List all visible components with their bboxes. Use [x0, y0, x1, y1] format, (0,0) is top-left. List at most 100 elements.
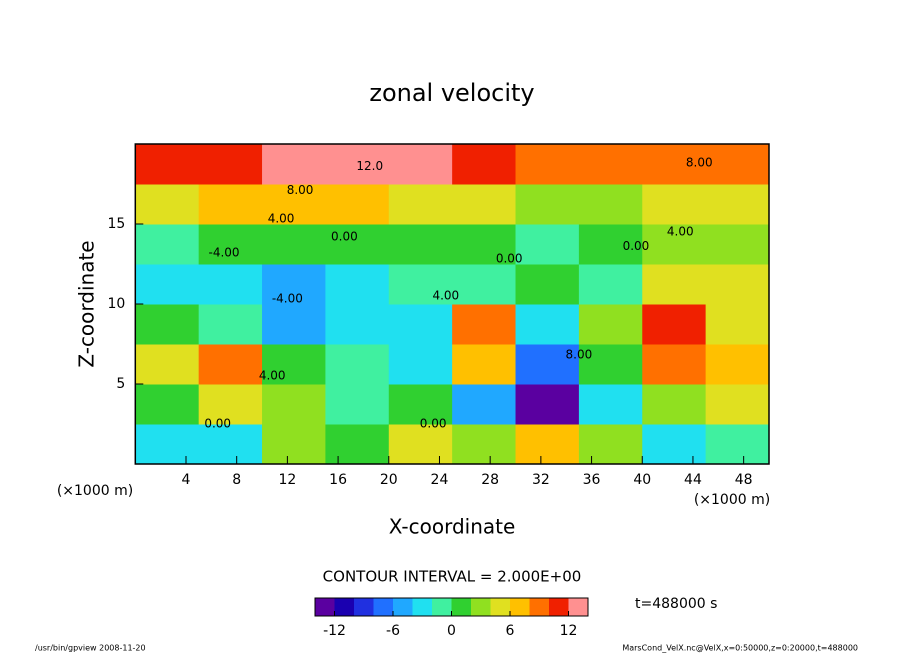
y-tick-label: 15 [107, 216, 125, 232]
colorbar-tick-label: 6 [506, 623, 515, 639]
cell [578, 184, 643, 225]
colorbar-tick-label: 12 [560, 623, 578, 639]
cell [262, 184, 326, 225]
cell [135, 304, 200, 345]
cell [705, 384, 770, 425]
colorbar-swatch [490, 598, 510, 616]
cell [262, 144, 326, 185]
y-tick-label: 5 [116, 376, 125, 392]
cell [388, 304, 453, 345]
contour-label: 4.00 [259, 369, 286, 383]
cell [705, 424, 770, 465]
cell [642, 264, 707, 305]
footer: MarsCond_VelX.nc@VelX,x=0:50000,z=0:2000… [622, 644, 858, 653]
cell [135, 344, 200, 385]
colorbar-swatch [432, 598, 452, 616]
contour-label: 8.00 [287, 183, 314, 197]
cell [642, 224, 707, 265]
cell [388, 184, 453, 225]
cell [515, 304, 580, 345]
cell [578, 264, 643, 305]
cell [515, 264, 580, 305]
cell [135, 184, 200, 225]
cell [135, 264, 200, 305]
colorbar-swatch [315, 598, 335, 616]
x-tick-label: 28 [481, 472, 499, 488]
colorbar-swatch [568, 598, 588, 616]
cell [198, 184, 263, 225]
cell [452, 344, 517, 385]
cell [452, 184, 517, 225]
cell [325, 184, 390, 225]
colorbar-tick-label: -6 [386, 623, 400, 639]
cell [198, 304, 263, 345]
cell [198, 424, 263, 465]
contour-label: 0.00 [623, 239, 650, 253]
contour-label: -4.00 [208, 245, 239, 259]
cell [198, 384, 263, 425]
colorbar-swatch [393, 598, 413, 616]
x-tick-label: 48 [735, 472, 753, 488]
contour-label: -4.00 [272, 292, 303, 306]
cell [705, 304, 770, 345]
cell [642, 304, 707, 345]
contour-label: 8.00 [566, 348, 593, 362]
cell [705, 184, 770, 225]
colorbar-swatch [354, 598, 374, 616]
x-tick-label: 16 [329, 472, 347, 488]
cell [578, 304, 643, 345]
cell [515, 384, 580, 425]
cell [388, 344, 453, 385]
cell [452, 384, 517, 425]
x-tick-label: 40 [633, 472, 651, 488]
cell [578, 344, 643, 385]
cell [515, 184, 580, 225]
cell [388, 224, 453, 265]
cell [705, 144, 770, 185]
y-axis-label: Z-coordinate [75, 240, 99, 367]
cell [578, 424, 643, 465]
colorbar-swatch [412, 598, 432, 616]
cell [262, 304, 326, 345]
cell [198, 144, 263, 185]
x-tick-label: 8 [232, 472, 241, 488]
contour-label: 8.00 [686, 156, 713, 170]
cell [515, 424, 580, 465]
footer: /usr/bin/gpview 2008-11-20 [35, 644, 146, 653]
contour-label: 0.00 [331, 229, 358, 243]
cell [515, 144, 580, 185]
cell [642, 424, 707, 465]
contour-label: 4.00 [667, 225, 694, 239]
x-tick-label: 12 [278, 472, 296, 488]
x-tick-label: 20 [380, 472, 398, 488]
cell [452, 224, 517, 265]
cell [325, 384, 390, 425]
cell [452, 304, 517, 345]
contour-label: 0.00 [420, 417, 447, 431]
cell [198, 264, 263, 305]
cell [452, 264, 517, 305]
colorbar-swatch [529, 598, 549, 616]
cell [452, 144, 517, 185]
cell [515, 344, 580, 385]
time-label: t=488000 s [635, 596, 717, 612]
cell [325, 264, 390, 305]
cell [388, 424, 453, 465]
cell [578, 224, 643, 265]
contour-label: 4.00 [268, 212, 295, 226]
cell [705, 264, 770, 305]
cell [388, 264, 453, 305]
cell [262, 344, 326, 385]
x-unit: (×1000 m) [57, 483, 133, 499]
colorbar-tick-label: -12 [323, 623, 346, 639]
cell [135, 384, 200, 425]
cell [578, 384, 643, 425]
x-axis-label: X-coordinate [389, 515, 516, 539]
cell [135, 144, 200, 185]
x-tick-label: 44 [684, 472, 702, 488]
cell [388, 144, 453, 185]
cell [325, 224, 390, 265]
colorbar-swatch [510, 598, 530, 616]
cell [262, 264, 326, 305]
